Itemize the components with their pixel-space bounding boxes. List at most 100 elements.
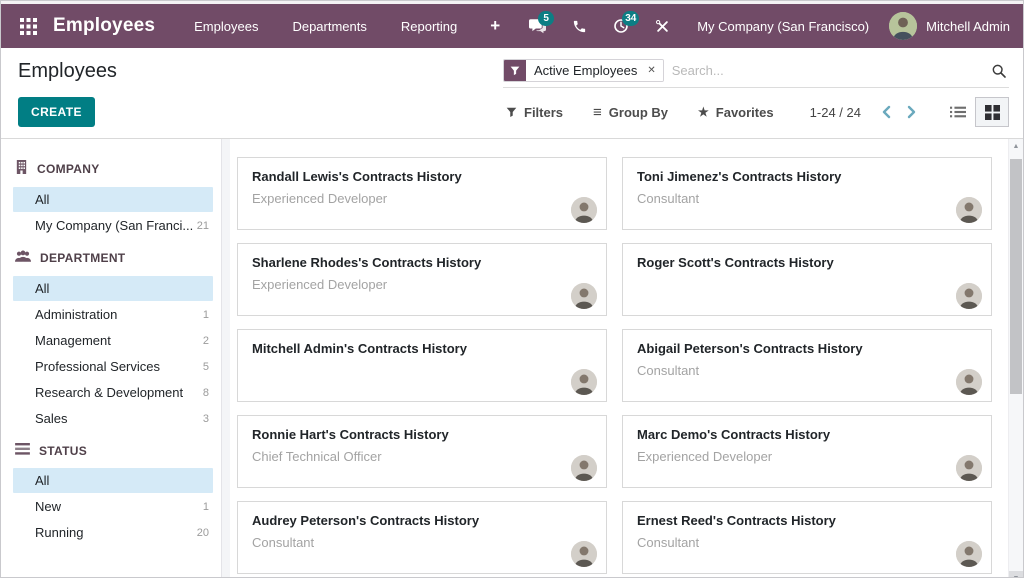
- employee-avatar: [956, 369, 982, 395]
- sidebar-item-administration[interactable]: Administration 1: [35, 307, 209, 322]
- activities-badge: 34: [622, 11, 640, 26]
- create-button[interactable]: CREATE: [18, 97, 95, 127]
- top-menu-item-employees[interactable]: Employees: [194, 18, 259, 34]
- filter-funnel-icon: [504, 60, 526, 81]
- topbar: Employees Employees Departments Reporting …: [1, 4, 1023, 48]
- sidebar-item-sales[interactable]: Sales 3: [35, 411, 209, 426]
- pager-and-views: 1-24 / 24: [810, 97, 1009, 127]
- contract-history-card[interactable]: Audrey Peterson's Contracts History Cons…: [237, 501, 607, 574]
- card-job-title: Consultant: [637, 191, 700, 206]
- view-switcher: [941, 97, 1009, 127]
- clock-icon: [614, 19, 628, 33]
- facet-remove-icon[interactable]: ✕: [645, 60, 663, 81]
- sidebar-item-management[interactable]: Management 2: [35, 333, 209, 348]
- contract-history-card[interactable]: Mitchell Admin's Contracts History: [237, 329, 607, 402]
- item-count: 5: [202, 360, 209, 373]
- pager-range[interactable]: 1-24 / 24: [809, 104, 861, 120]
- messages-badge: 5: [538, 11, 555, 26]
- card-job-title: Consultant: [252, 535, 315, 550]
- tools-icon[interactable]: [642, 4, 683, 48]
- user-avatar: [889, 12, 918, 40]
- scroll-up-icon[interactable]: ▲: [1012, 143, 1020, 150]
- kanban-view-button[interactable]: [975, 97, 1009, 127]
- building-icon: [15, 160, 28, 177]
- scrollbar-thumb[interactable]: [1010, 159, 1022, 394]
- pager-previous-icon[interactable]: [873, 103, 899, 121]
- sidebar-section-company: COMPANY All My Company (San Franci... 21: [1, 149, 221, 238]
- apps-menu-icon[interactable]: [13, 4, 43, 48]
- card-job-title: Experienced Developer: [252, 277, 388, 292]
- employee-avatar: [571, 197, 597, 223]
- contract-history-card[interactable]: Abigail Peterson's Contracts History Con…: [622, 329, 992, 402]
- list-view-button[interactable]: [941, 97, 975, 127]
- filters-button[interactable]: Filters: [506, 105, 563, 120]
- sidebar-section-title: DEPARTMENT: [1, 239, 221, 275]
- employee-avatar: [956, 455, 982, 481]
- list-view-icon: [950, 106, 966, 118]
- sidebar-item-professional-services[interactable]: Professional Services 5: [35, 359, 209, 374]
- sidebar-item-new[interactable]: New 1: [35, 499, 209, 514]
- employee-avatar: [956, 197, 982, 223]
- messages-icon[interactable]: 5: [516, 4, 559, 48]
- search-options: Filters ≡ Group By ★ Favorites: [506, 104, 774, 121]
- contract-history-card[interactable]: Ernest Reed's Contracts History Consulta…: [622, 501, 992, 574]
- top-menu: Employees Departments Reporting: [177, 4, 474, 48]
- topbar-left: Employees Employees Departments Reporting …: [13, 4, 516, 48]
- sidebar-section-status: STATUS All New 1 Running 20: [1, 432, 221, 545]
- card-title: Toni Jimenez's Contracts History: [637, 169, 842, 184]
- top-menu-item-departments[interactable]: Departments: [292, 18, 367, 34]
- user-menu[interactable]: Mitchell Admin: [889, 12, 1016, 40]
- systray: 5 34: [516, 4, 1016, 48]
- kanban-cards: Randall Lewis's Contracts History Experi…: [237, 157, 993, 574]
- sidebar-item-all[interactable]: All: [13, 276, 213, 301]
- search-icon[interactable]: [991, 63, 1009, 79]
- pager-next-icon[interactable]: [899, 103, 925, 121]
- star-icon: ★: [698, 105, 709, 119]
- contract-history-card[interactable]: Marc Demo's Contracts History Experience…: [622, 415, 992, 488]
- activities-icon[interactable]: 34: [600, 4, 642, 48]
- contract-history-card[interactable]: Randall Lewis's Contracts History Experi…: [237, 157, 607, 230]
- item-count: 20: [196, 526, 209, 539]
- sidebar-divider: [221, 139, 230, 577]
- plus-menu-icon[interactable]: +: [490, 16, 501, 35]
- card-title: Marc Demo's Contracts History: [637, 427, 831, 442]
- search-input[interactable]: [663, 60, 991, 81]
- window-top-strip: [1, 1, 1023, 4]
- sidebar-item-my-company-san-franci[interactable]: My Company (San Franci... 21: [35, 218, 209, 233]
- contract-history-card[interactable]: Ronnie Hart's Contracts History Chief Te…: [237, 415, 607, 488]
- contract-history-card[interactable]: Toni Jimenez's Contracts History Consult…: [622, 157, 992, 230]
- card-title: Randall Lewis's Contracts History: [252, 169, 462, 184]
- group-by-button[interactable]: ≡ Group By: [593, 103, 669, 121]
- app-name[interactable]: Employees: [53, 15, 156, 36]
- sidebar-item-research-development[interactable]: Research & Development 8: [35, 385, 209, 400]
- kanban-view-icon: [984, 104, 1000, 120]
- phone-icon[interactable]: [559, 4, 600, 48]
- card-title: Audrey Peterson's Contracts History: [252, 513, 480, 528]
- sidebar-item-all[interactable]: All: [13, 187, 213, 212]
- user-name: Mitchell Admin: [926, 18, 1010, 34]
- sidebar-item-all[interactable]: All: [13, 468, 213, 493]
- item-count: 8: [202, 386, 209, 399]
- card-title: Mitchell Admin's Contracts History: [252, 341, 467, 356]
- contract-history-card[interactable]: Roger Scott's Contracts History: [622, 243, 992, 316]
- employee-avatar: [956, 283, 982, 309]
- item-count: 3: [202, 412, 209, 425]
- sidebar-section-title: STATUS: [1, 432, 221, 467]
- favorites-button[interactable]: ★ Favorites: [698, 104, 774, 120]
- card-title: Ronnie Hart's Contracts History: [252, 427, 449, 442]
- facet-label: Active Employees: [526, 60, 646, 81]
- top-menu-item-reporting[interactable]: Reporting: [400, 18, 458, 34]
- card-job-title: Experienced Developer: [637, 449, 773, 464]
- scrollbar: ▲ ▼: [1008, 139, 1023, 577]
- card-title: Roger Scott's Contracts History: [637, 255, 834, 270]
- filter-sidebar: COMPANY All My Company (San Franci... 21…: [1, 139, 221, 577]
- page-title: Employees: [18, 60, 117, 82]
- sidebar-item-running[interactable]: Running 20: [35, 525, 209, 540]
- contract-history-card[interactable]: Sharlene Rhodes's Contracts History Expe…: [237, 243, 607, 316]
- card-job-title: Consultant: [637, 535, 700, 550]
- sidebar-section-department: DEPARTMENT All Administration 1 Manageme…: [1, 239, 221, 431]
- item-count: 2: [202, 334, 209, 347]
- body-area: COMPANY All My Company (San Franci... 21…: [1, 139, 1023, 577]
- company-switcher[interactable]: My Company (San Francisco): [697, 18, 870, 34]
- scroll-down-icon[interactable]: ▼: [1009, 571, 1023, 577]
